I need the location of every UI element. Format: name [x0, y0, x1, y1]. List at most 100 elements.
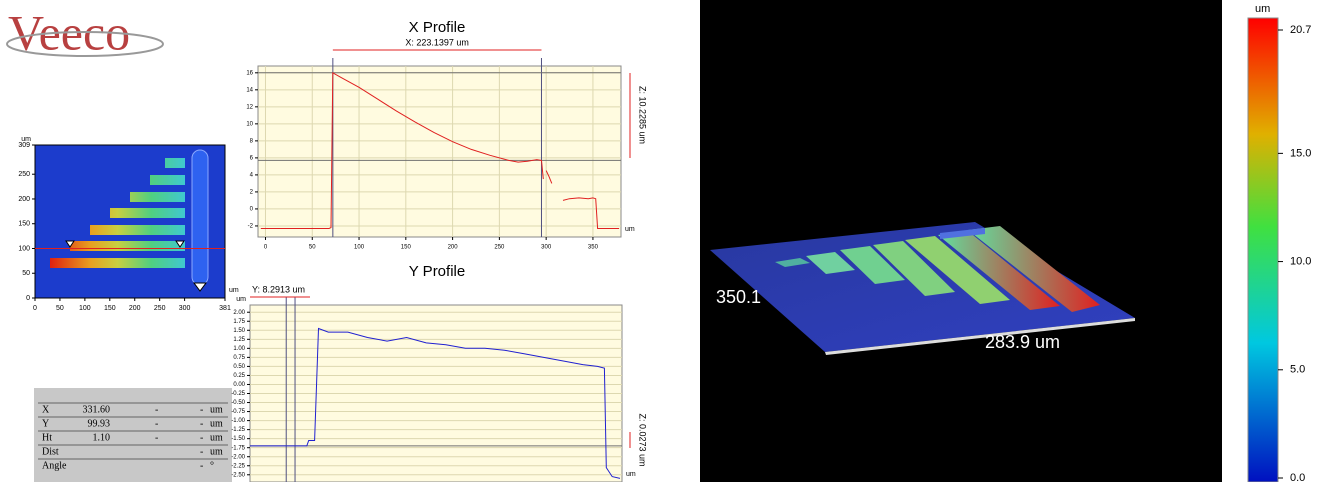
y-tick-label: 0: [26, 295, 30, 302]
row-dash: -: [200, 446, 203, 457]
y-tick-label: -2.50: [231, 472, 245, 478]
x-tick-label: 0: [264, 245, 268, 251]
row-label: Dist: [42, 446, 59, 457]
tick-label: 20.7: [1290, 24, 1311, 36]
y-tick-label: 100: [18, 245, 30, 252]
y-unit: um: [21, 136, 31, 143]
page: Veeco X331.60--umY99.93--umHt1.10--umDis…: [0, 0, 1326, 482]
row-value: 1.10: [93, 432, 111, 443]
y-tick-label: 12: [246, 104, 253, 110]
y-tick-label: 16: [246, 70, 253, 76]
y-unit: um: [236, 296, 246, 303]
y-tick-label: 309: [18, 142, 30, 149]
y-tick-label: 0: [250, 207, 254, 213]
y-tick-label: -2.25: [231, 463, 245, 469]
y-tick-label: 4: [250, 172, 254, 178]
row-unit: um: [210, 418, 223, 429]
map-feature: [130, 192, 185, 202]
row-unit: um: [210, 432, 223, 443]
y-tick-label: 0.50: [233, 364, 245, 370]
row-dash: -: [155, 404, 158, 415]
x-tick-label: 0: [33, 305, 37, 312]
x-tick-label: 250: [494, 245, 505, 251]
y-tick-label: 1.50: [233, 328, 245, 334]
colorbar: [1248, 18, 1278, 482]
x-tick-label: 350: [588, 245, 599, 251]
x-unit: um: [229, 287, 239, 294]
row-unit: um: [210, 446, 223, 457]
x-unit: um: [625, 226, 635, 233]
x-tick-label: 250: [154, 305, 166, 312]
x-tick-label: 200: [448, 245, 459, 251]
row-unit: um: [210, 404, 223, 415]
y-tick-label: 1.75: [233, 319, 245, 325]
x-tick-label: 381: [219, 305, 231, 312]
chart-title: X Profile: [409, 19, 466, 36]
x-unit: um: [626, 471, 636, 478]
x-tick-label: 200: [129, 305, 141, 312]
x-tick-label: 150: [401, 245, 412, 251]
row-dash: -: [155, 432, 158, 443]
y-tick-label: 1.00: [233, 346, 245, 352]
row-dash: -: [155, 418, 158, 429]
y-tick-label: 200: [18, 196, 30, 203]
row-unit: °: [210, 460, 214, 471]
y-tick-label: 0.00: [233, 382, 245, 388]
x-tick-label: 50: [56, 305, 64, 312]
y-tick-label: -1.75: [231, 445, 245, 451]
x-tick-label: 50: [309, 245, 316, 251]
row-dash: -: [200, 418, 203, 429]
y-tick-label: 50: [22, 270, 30, 277]
y-tick-label: 2.00: [233, 310, 245, 316]
y-tick-label: 0.25: [233, 373, 245, 379]
map-feature: [90, 225, 185, 235]
y-tick-label: -2: [248, 224, 254, 230]
map-feature: [192, 150, 208, 285]
span-label: X: 223.1397 um: [405, 37, 469, 47]
row-dash: -: [200, 404, 203, 415]
y-tick-label: 2: [250, 189, 254, 195]
tick-label: 15.0: [1290, 147, 1311, 159]
y-tick-label: -1.00: [231, 418, 245, 424]
x-tick-label: 100: [79, 305, 91, 312]
map-feature: [50, 258, 185, 268]
span-label: Y: 8.2913 um: [252, 284, 305, 294]
width-label: 350.1: [716, 287, 761, 307]
tick-label: 10.0: [1290, 255, 1311, 267]
y-tick-label: 8: [250, 138, 254, 144]
map-feature: [165, 158, 185, 168]
height-map: [35, 145, 225, 298]
y-tick-label: 150: [18, 221, 30, 228]
y-tick-label: -0.75: [231, 409, 245, 415]
map-feature: [110, 208, 185, 218]
tick-label: 5.0: [1290, 364, 1305, 376]
tick-label: 0.0: [1290, 472, 1305, 482]
y-tick-label: 1.25: [233, 337, 245, 343]
row-label: Y: [42, 418, 49, 429]
y-tick-label: -0.25: [231, 391, 245, 397]
row-label: X: [42, 404, 50, 415]
y-tick-label: -1.25: [231, 427, 245, 433]
x-tick-label: 150: [104, 305, 116, 312]
row-value: 331.60: [83, 404, 111, 415]
screen: Veeco X331.60--umY99.93--umHt1.10--umDis…: [0, 0, 1326, 482]
y-tick-label: 0.75: [233, 355, 245, 361]
z-label: Z: 10.2285 um: [638, 86, 648, 144]
row-label: Ht: [42, 432, 52, 443]
y-tick-label: 6: [250, 155, 254, 161]
length-label: 283.9 um: [985, 332, 1060, 352]
x-tick-label: 300: [541, 245, 552, 251]
z-label: Z: 0.0273 um: [638, 413, 648, 466]
x-tick-label: 100: [354, 245, 365, 251]
y-tick-label: 250: [18, 171, 30, 178]
row-value: 99.93: [88, 418, 111, 429]
y-tick-label: -1.50: [231, 436, 245, 442]
row-dash: -: [200, 460, 203, 471]
row-dash: -: [200, 432, 203, 443]
y-tick-label: -2.00: [231, 454, 245, 460]
x-tick-label: 300: [179, 305, 191, 312]
map-feature: [70, 241, 185, 251]
unit-label: um: [1255, 3, 1270, 15]
y-tick-label: -0.50: [231, 400, 245, 406]
map-feature: [150, 175, 185, 185]
